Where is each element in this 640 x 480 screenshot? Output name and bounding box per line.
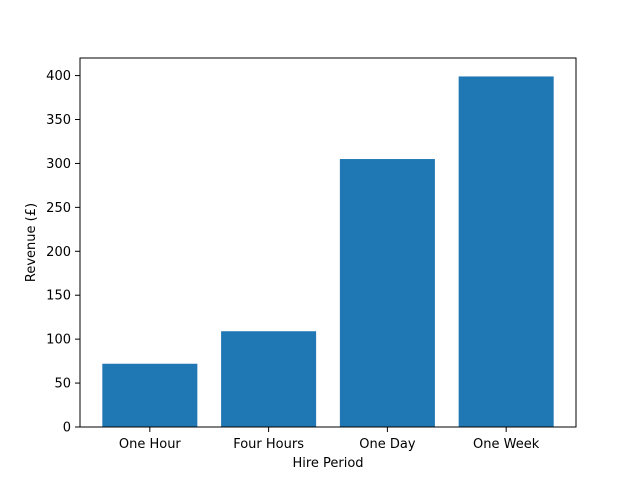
bar-one-day [339, 159, 435, 428]
y-tick-label: 50 [54, 377, 71, 392]
bar-one-hour [102, 363, 198, 427]
y-axis-label: Revenue (£) [24, 203, 39, 282]
y-tick-label: 200 [46, 245, 71, 260]
y-tick-label: 400 [46, 69, 71, 84]
y-tick-label: 300 [46, 157, 71, 172]
x-tick-label: One Hour [119, 437, 182, 452]
y-tick-label: 350 [46, 113, 71, 128]
x-tick-label: Four Hours [233, 437, 304, 452]
x-axis-ticks: One Hour Four Hours One Day One Week [119, 427, 540, 452]
y-tick-label: 250 [46, 201, 71, 216]
x-axis-label: Hire Period [292, 456, 363, 471]
bars-group [102, 76, 554, 428]
y-axis-ticks: 0 50 100 150 200 250 300 350 400 [46, 69, 80, 436]
y-tick-label: 150 [46, 289, 71, 304]
y-tick-label: 100 [46, 333, 71, 348]
plot-area-frame [79, 57, 577, 428]
x-tick-label: One Day [359, 437, 416, 452]
y-tick-label: 0 [63, 421, 71, 436]
bar-four-hours [221, 331, 317, 427]
bar-one-week [458, 76, 554, 427]
x-tick-label: One Week [473, 437, 540, 452]
